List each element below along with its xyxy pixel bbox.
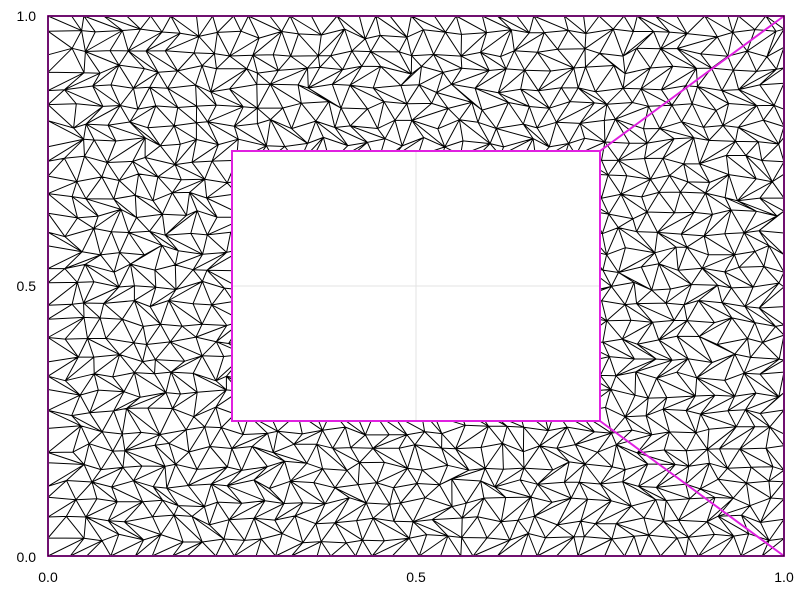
x-tick-label: 0.5: [406, 569, 426, 585]
diagonal-segment: [599, 420, 785, 557]
diagonal-segment: [599, 15, 785, 152]
hole-grid: [232, 151, 600, 421]
x-tick-label: 0.0: [38, 569, 58, 585]
y-tick-label: 0.0: [17, 549, 37, 565]
axes-frame: [47, 15, 785, 557]
x-tick-label: 1.0: [774, 569, 794, 585]
y-tick-label: 1.0: [17, 8, 37, 24]
y-tick-label: 0.5: [17, 278, 37, 294]
